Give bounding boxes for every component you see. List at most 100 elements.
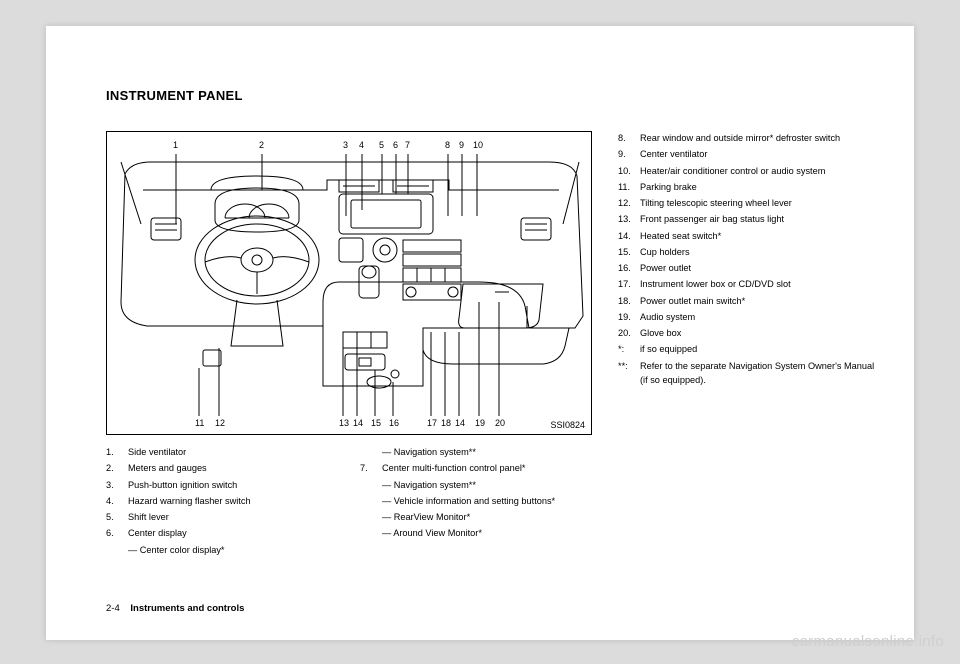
item-number: 14. <box>618 229 640 243</box>
item-number: 15. <box>618 245 640 259</box>
item-number: 17. <box>618 277 640 291</box>
item-text: Hazard warning flasher switch <box>128 494 251 508</box>
item-number: 11. <box>618 180 640 194</box>
item-text: if so equipped <box>640 342 697 356</box>
item-text: Push-button ignition switch <box>128 478 237 492</box>
sub-item: — RearView Monitor* <box>360 510 592 524</box>
item-text: Side ventilator <box>128 445 186 459</box>
list-item: 3.Push-button ignition switch <box>106 478 360 492</box>
item-number: 5. <box>106 510 128 524</box>
list-item: 2.Meters and gauges <box>106 461 360 475</box>
page-footer: 2-4 Instruments and controls <box>106 603 244 614</box>
content-row: 12345678910 1112131415161718141920 <box>106 131 878 559</box>
item-text: Center display <box>128 526 187 540</box>
callout-number: 13 <box>339 418 349 428</box>
callout-number: 4 <box>359 140 364 150</box>
callout-number: 10 <box>473 140 483 150</box>
list-item: 4.Hazard warning flasher switch <box>106 494 360 508</box>
page-number: 2-4 <box>106 603 120 614</box>
item-text: Parking brake <box>640 180 697 194</box>
left-block: 12345678910 1112131415161718141920 <box>106 131 592 559</box>
callout-number: 11 <box>195 418 204 428</box>
item-number: 12. <box>618 196 640 210</box>
caption-row: 1.Side ventilator2.Meters and gauges3.Pu… <box>106 445 592 559</box>
item-text: Instrument lower box or CD/DVD slot <box>640 277 791 291</box>
list-item: **:Refer to the separate Navigation Syst… <box>618 359 878 388</box>
item-number: 8. <box>618 131 640 145</box>
item-text: Glove box <box>640 326 681 340</box>
list-item: 17.Instrument lower box or CD/DVD slot <box>618 277 878 291</box>
item-number: 3. <box>106 478 128 492</box>
list-item: 16.Power outlet <box>618 261 878 275</box>
callout-number: 1 <box>173 140 178 150</box>
item-text: Audio system <box>640 310 695 324</box>
list-item: 20.Glove box <box>618 326 878 340</box>
list-item: 1.Side ventilator <box>106 445 360 459</box>
item-text: Rear window and outside mirror* defroste… <box>640 131 840 145</box>
item-text: Cup holders <box>640 245 690 259</box>
sub-item: — Vehicle information and setting button… <box>360 494 592 508</box>
callout-number: 8 <box>445 140 450 150</box>
list-item: 15.Cup holders <box>618 245 878 259</box>
right-column: 8.Rear window and outside mirror* defros… <box>592 131 878 559</box>
item-number: 16. <box>618 261 640 275</box>
callout-number: 7 <box>405 140 410 150</box>
item-number: 13. <box>618 212 640 226</box>
list-item: 5.Shift lever <box>106 510 360 524</box>
item-text: Tilting telescopic steering wheel lever <box>640 196 792 210</box>
list-item: 7.Center multi-function control panel* <box>360 461 592 475</box>
list-item: 12.Tilting telescopic steering wheel lev… <box>618 196 878 210</box>
item-text: Front passenger air bag status light <box>640 212 784 226</box>
callout-number: 14 <box>353 418 363 428</box>
sub-item: — Navigation system** <box>360 478 592 492</box>
list-item: 18.Power outlet main switch* <box>618 294 878 308</box>
item-text: Power outlet <box>640 261 691 275</box>
callout-number: 6 <box>393 140 398 150</box>
callout-number: 12 <box>215 418 225 428</box>
caption-col-1: 1.Side ventilator2.Meters and gauges3.Pu… <box>106 445 360 559</box>
callout-number: 2 <box>259 140 264 150</box>
page-title: INSTRUMENT PANEL <box>106 88 878 103</box>
callout-number: 14 <box>455 418 465 428</box>
callout-number: 17 <box>427 418 437 428</box>
item-text: Meters and gauges <box>128 461 207 475</box>
list-item: 19.Audio system <box>618 310 878 324</box>
sub-item: — Around View Monitor* <box>360 526 592 540</box>
item-number: *: <box>618 342 640 356</box>
callout-number: 9 <box>459 140 464 150</box>
callout-number: 5 <box>379 140 384 150</box>
instrument-panel-diagram: 12345678910 1112131415161718141920 <box>106 131 592 435</box>
item-number: 6. <box>106 526 128 540</box>
item-text: Power outlet main switch* <box>640 294 745 308</box>
item-number: 18. <box>618 294 640 308</box>
list-item: 13.Front passenger air bag status light <box>618 212 878 226</box>
watermark: carmanualsonline.info <box>792 633 944 650</box>
list-item: 11.Parking brake <box>618 180 878 194</box>
item-text: Shift lever <box>128 510 169 524</box>
item-text: Refer to the separate Navigation System … <box>640 359 878 388</box>
item-number: 20. <box>618 326 640 340</box>
item-text: Heated seat switch* <box>640 229 721 243</box>
item-number: 1. <box>106 445 128 459</box>
list-item: 10.Heater/air conditioner control or aud… <box>618 164 878 178</box>
dashboard-svg <box>107 132 593 436</box>
item-number: 4. <box>106 494 128 508</box>
section-name: Instruments and controls <box>130 603 244 614</box>
list-item: *:if so equipped <box>618 342 878 356</box>
item-number: **: <box>618 359 640 388</box>
callout-number: 20 <box>495 418 505 428</box>
item-text: Center multi-function control panel* <box>382 461 526 475</box>
item-text: Heater/air conditioner control or audio … <box>640 164 825 178</box>
list-item: 8.Rear window and outside mirror* defros… <box>618 131 878 145</box>
item-number: 10. <box>618 164 640 178</box>
callout-number: 18 <box>441 418 451 428</box>
callout-number: 15 <box>371 418 381 428</box>
list-item: 6.Center display <box>106 526 360 540</box>
manual-page: INSTRUMENT PANEL 12345678910 11121314151… <box>46 26 914 640</box>
sub-item: — Center color display* <box>106 543 360 557</box>
item-number: 9. <box>618 147 640 161</box>
item-number: 19. <box>618 310 640 324</box>
sub-item: — Navigation system** <box>360 445 592 459</box>
list-item: 9.Center ventilator <box>618 147 878 161</box>
item-number: 2. <box>106 461 128 475</box>
